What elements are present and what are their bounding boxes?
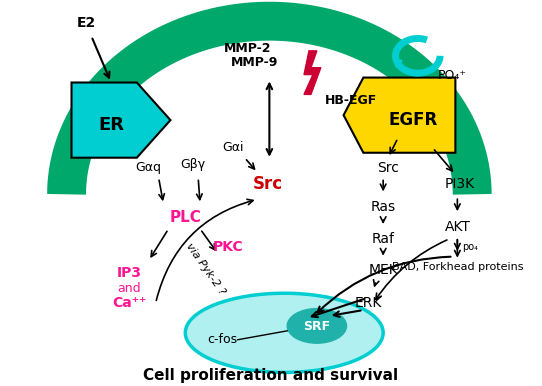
Text: po₄: po₄	[462, 242, 478, 252]
Text: EGFR: EGFR	[388, 111, 437, 129]
Text: Raf: Raf	[372, 232, 395, 246]
Polygon shape	[72, 83, 170, 158]
Text: Ca⁺⁺: Ca⁺⁺	[112, 296, 146, 310]
Text: and: and	[117, 282, 141, 295]
Text: PLC: PLC	[169, 210, 201, 225]
Text: E2: E2	[77, 16, 96, 30]
Ellipse shape	[287, 308, 346, 343]
Text: Src: Src	[253, 175, 282, 193]
Text: Gαi: Gαi	[222, 141, 243, 154]
Text: ER: ER	[98, 116, 124, 134]
Text: MMP-2: MMP-2	[224, 42, 272, 55]
Text: BAD, Forkhead proteins: BAD, Forkhead proteins	[392, 262, 523, 271]
Text: AKT: AKT	[444, 220, 470, 234]
Text: PO₄⁺: PO₄⁺	[437, 69, 467, 82]
Text: via Pyk-2 ?: via Pyk-2 ?	[184, 241, 227, 296]
Text: c-fos: c-fos	[207, 333, 237, 346]
Text: Gαq: Gαq	[136, 161, 162, 174]
Text: MEK: MEK	[368, 264, 398, 278]
Text: ERK: ERK	[354, 296, 382, 310]
Text: MMP-9: MMP-9	[231, 56, 278, 69]
Text: PKC: PKC	[212, 240, 243, 254]
Text: Src: Src	[377, 161, 399, 174]
Text: PI3K: PI3K	[444, 178, 474, 191]
Text: HB-EGF: HB-EGF	[324, 94, 377, 107]
Polygon shape	[304, 51, 321, 95]
Text: SRF: SRF	[304, 320, 331, 334]
Ellipse shape	[185, 293, 383, 372]
Polygon shape	[344, 78, 455, 153]
Text: Cell proliferation and survival: Cell proliferation and survival	[143, 368, 398, 383]
Text: Ras: Ras	[371, 200, 396, 214]
Text: IP3: IP3	[117, 266, 141, 281]
Text: Gβγ: Gβγ	[180, 158, 206, 171]
